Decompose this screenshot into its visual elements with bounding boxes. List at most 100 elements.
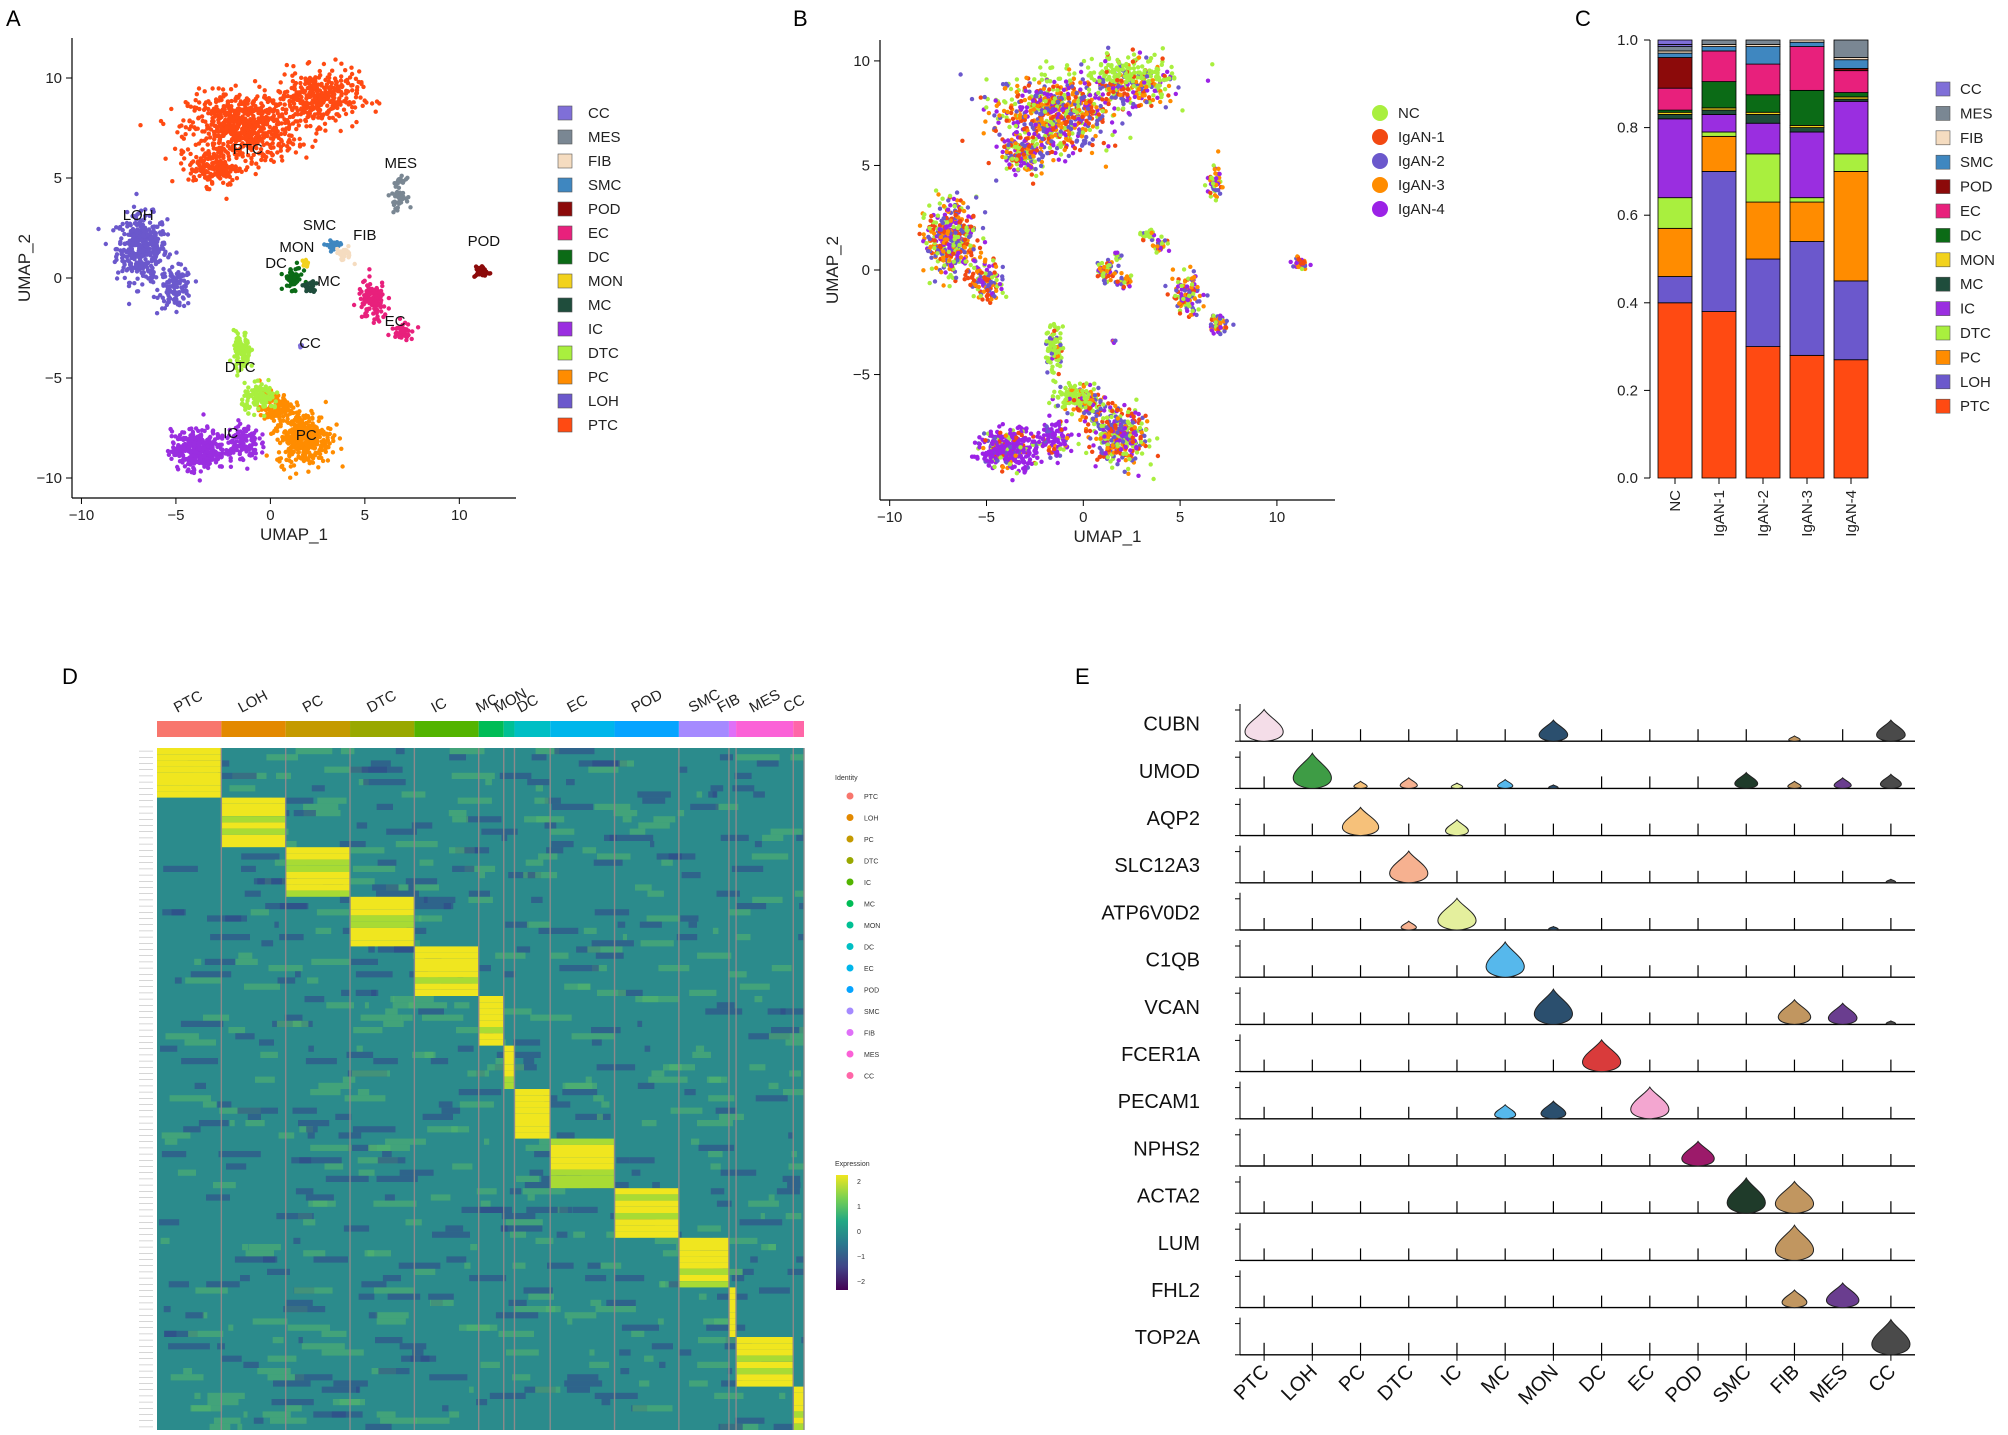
point-igan-4 (1018, 105, 1023, 110)
point-igan-1 (1059, 115, 1064, 120)
point-igan-4 (980, 280, 985, 285)
point-ptc (332, 100, 337, 105)
point-nc (984, 105, 989, 110)
point-nc (1162, 87, 1168, 92)
point-ptc (188, 151, 193, 157)
point-nc (1124, 61, 1129, 67)
point-ic (189, 426, 194, 431)
point-ptc (283, 129, 288, 135)
point-igan-3 (1031, 107, 1037, 112)
point-igan-3 (993, 264, 999, 269)
point-loh (147, 251, 153, 257)
point-igan-2 (932, 279, 938, 284)
point-ic (247, 443, 253, 448)
sample-points-ptc (958, 45, 1215, 186)
point-ptc (264, 154, 269, 160)
point-ptc (197, 163, 202, 168)
point-nc (1137, 70, 1142, 75)
point-igan-2 (1079, 62, 1084, 67)
point-ptc (314, 131, 319, 136)
point-ptc (255, 94, 260, 99)
point-ec (409, 336, 414, 342)
point-ptc (204, 136, 209, 141)
point-igan-4 (1072, 122, 1078, 128)
point-ptc (308, 123, 313, 129)
point-dc (292, 275, 297, 280)
point-ptc (220, 107, 225, 112)
point-igan-1 (1030, 181, 1036, 186)
point-loh (114, 257, 119, 262)
point-igan-1 (1073, 94, 1078, 100)
point-ptc (268, 145, 273, 150)
point-igan-4 (946, 242, 951, 247)
point-ptc (179, 134, 185, 139)
point-ic (184, 456, 189, 462)
point-pc (282, 429, 287, 434)
point-dc (289, 289, 295, 294)
cluster-points-mes (386, 173, 413, 215)
point-ptc (186, 177, 191, 182)
point-nc (1172, 76, 1177, 81)
point-ptc (138, 123, 143, 128)
point-ptc (219, 97, 224, 103)
point-ec (379, 309, 384, 314)
point-igan-4 (1024, 109, 1029, 114)
point-ic (199, 428, 205, 433)
point-igan-4 (999, 286, 1004, 292)
point-igan-3 (1067, 131, 1072, 137)
legend-swatch-dtc (557, 345, 573, 361)
umap-sample-plot: −10 −5 0 5 10−50510UMAP_1UMAP_2NCIgAN-1IgAN-… (823, 40, 1445, 546)
point-ec (397, 334, 402, 340)
point-nc (991, 258, 996, 263)
point-igan-4 (1155, 95, 1160, 101)
point-ptc (306, 101, 311, 107)
point-ic (196, 428, 201, 434)
point-pod (479, 266, 485, 271)
point-ptc (257, 119, 262, 124)
point-ptc (210, 161, 215, 166)
point-nc (1098, 62, 1104, 68)
point-ptc (341, 107, 347, 112)
cluster-label-mon: MON (279, 239, 314, 256)
point-ptc (312, 85, 317, 91)
point-ic (197, 440, 202, 445)
point-ptc (264, 107, 270, 113)
point-dtc (231, 327, 236, 333)
point-nc (1052, 96, 1058, 101)
point-nc (1002, 99, 1007, 104)
point-ic (203, 440, 208, 445)
point-loh (136, 211, 142, 216)
point-ptc (212, 154, 218, 160)
point-nc (952, 204, 957, 209)
point-pc (308, 460, 314, 465)
point-ptc (330, 68, 335, 73)
point-ptc (267, 124, 272, 130)
point-igan-4 (945, 207, 951, 212)
point-igan-3 (1053, 132, 1058, 138)
point-loh (158, 293, 163, 298)
umap-a-x-tick-label: 10 (451, 507, 468, 524)
point-dtc (245, 339, 250, 344)
point-ic (214, 442, 220, 447)
point-ic (239, 456, 245, 461)
point-ptc (179, 123, 184, 128)
point-pc (272, 428, 277, 434)
point-nc (1050, 100, 1056, 105)
point-pc (317, 434, 322, 440)
point-loh (186, 301, 191, 306)
point-ptc (281, 93, 287, 98)
point-nc (946, 249, 952, 255)
point-ptc (325, 96, 330, 102)
point-igan-2 (982, 94, 987, 100)
point-igan-1 (1106, 91, 1111, 97)
point-dtc (242, 380, 247, 386)
point-igan-1 (1069, 140, 1075, 145)
point-ptc (206, 106, 211, 112)
point-nc (951, 243, 956, 248)
point-ptc (286, 140, 291, 145)
point-dtc (241, 345, 246, 351)
point-ptc (266, 96, 272, 101)
point-ic (182, 464, 188, 469)
point-ic (253, 451, 258, 456)
point-ic (215, 432, 220, 437)
